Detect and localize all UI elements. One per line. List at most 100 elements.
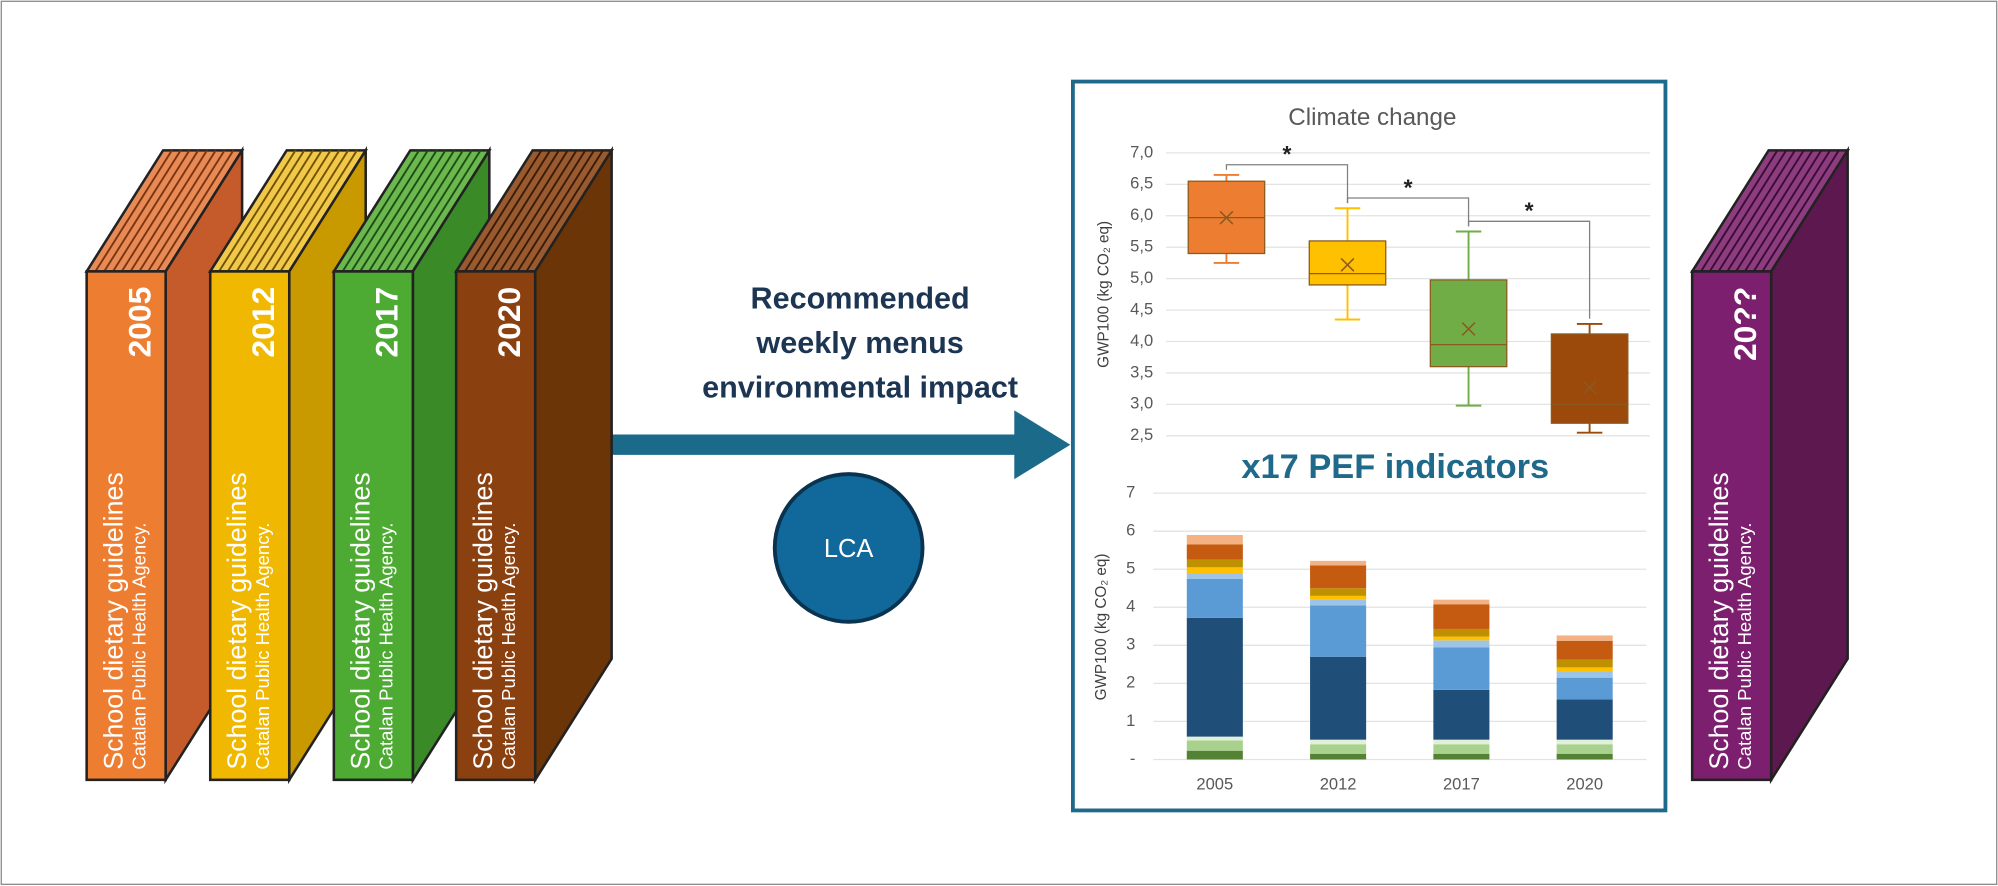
significance-label: * bbox=[1283, 141, 1292, 167]
book-page-line bbox=[472, 149, 551, 272]
book-year: 2017 bbox=[369, 287, 405, 358]
bar-segment bbox=[1433, 744, 1490, 754]
book-page-line bbox=[253, 149, 332, 272]
book-year: 2020 bbox=[491, 287, 527, 358]
x-tick-label: 2017 bbox=[1443, 774, 1480, 793]
book-page-line bbox=[1735, 149, 1814, 272]
book-title: School dietary guidelines bbox=[1704, 472, 1734, 769]
lca-label: LCA bbox=[824, 535, 874, 563]
book-page-line bbox=[1708, 149, 1788, 272]
book-page-line bbox=[481, 149, 560, 272]
y-tick-label: 3,5 bbox=[1130, 362, 1153, 381]
book-front bbox=[332, 270, 415, 782]
book-page-line bbox=[464, 149, 543, 272]
bar-segment bbox=[1186, 740, 1243, 751]
book-page-line bbox=[403, 149, 482, 272]
book-page-line bbox=[1761, 149, 1840, 272]
mean-marker bbox=[1582, 380, 1597, 395]
book-page-line bbox=[94, 149, 173, 272]
bar-segment bbox=[1556, 677, 1613, 700]
bar-segment bbox=[1556, 699, 1613, 740]
book-page-line bbox=[525, 149, 604, 272]
bar-segment bbox=[1310, 753, 1367, 760]
book-page-line bbox=[1752, 149, 1831, 272]
book-page-line bbox=[385, 149, 464, 272]
book-page-line bbox=[262, 149, 341, 272]
book-page-line bbox=[508, 149, 587, 272]
book-page-line bbox=[499, 149, 578, 272]
book-title: School dietary guidelines bbox=[98, 472, 128, 769]
bar-segment bbox=[1186, 534, 1243, 545]
y-tick-label: 3,0 bbox=[1130, 394, 1153, 413]
bar-segment bbox=[1310, 739, 1367, 745]
book-page-line bbox=[226, 149, 306, 272]
book-agency: Catalan Public Health Agency. bbox=[128, 523, 149, 770]
bar-segment bbox=[1310, 605, 1367, 657]
book-front bbox=[85, 270, 167, 782]
bar-segment bbox=[1556, 640, 1613, 660]
y-tick-label: - bbox=[1130, 749, 1136, 768]
arrow-head bbox=[1014, 410, 1071, 480]
book-page-line bbox=[376, 149, 456, 272]
y-tick-label: 5,0 bbox=[1130, 268, 1153, 287]
significance-label: * bbox=[1525, 198, 1534, 224]
book-page-line bbox=[156, 149, 235, 272]
bar-segment bbox=[1556, 667, 1613, 672]
bar-segment bbox=[1310, 744, 1367, 754]
book-page-line bbox=[244, 149, 323, 272]
book-page-line bbox=[112, 149, 191, 272]
indicators-note: x17 PEF indicators bbox=[1241, 448, 1549, 486]
book-page-line bbox=[490, 149, 569, 272]
y-tick-label: 7 bbox=[1126, 483, 1135, 502]
significance-bracket bbox=[1467, 220, 1591, 319]
x-tick-label: 2005 bbox=[1196, 774, 1233, 793]
book-title: School dietary guidelines bbox=[346, 472, 376, 769]
y-tick-label: 2,5 bbox=[1130, 425, 1153, 444]
bar-segment bbox=[1433, 739, 1490, 745]
bar-segment bbox=[1556, 659, 1613, 668]
bar-segment bbox=[1310, 560, 1367, 566]
x-tick-label: 2020 bbox=[1566, 774, 1603, 793]
book-page-line bbox=[218, 149, 297, 272]
bar-segment bbox=[1310, 595, 1367, 600]
bar-segment bbox=[1186, 567, 1243, 574]
arrow-label: Recommended weekly menus environmental i… bbox=[702, 281, 1018, 404]
bar-segment bbox=[1433, 636, 1490, 641]
book-title: School dietary guidelines bbox=[222, 472, 252, 769]
book-agency: Catalan Public Health Agency. bbox=[252, 523, 273, 770]
bar-segment bbox=[1310, 588, 1367, 596]
book-page-line bbox=[103, 149, 182, 272]
bar-segment bbox=[1186, 573, 1243, 579]
y-tick-label: 4,5 bbox=[1130, 299, 1153, 318]
bar-segment bbox=[1433, 628, 1490, 637]
bar-segment bbox=[1186, 544, 1243, 560]
bar-segment bbox=[1433, 647, 1490, 690]
book-page-line bbox=[516, 149, 595, 272]
bar-segment bbox=[1310, 599, 1367, 606]
y-tick-label: 5,5 bbox=[1130, 237, 1153, 256]
arrow-label-line: weekly menus bbox=[755, 326, 963, 360]
lca-circle bbox=[772, 472, 925, 624]
bar-segment bbox=[1556, 739, 1613, 745]
y-tick-label: 4,0 bbox=[1130, 331, 1153, 350]
y-tick-label: 3 bbox=[1126, 635, 1135, 654]
bar-segment bbox=[1433, 753, 1490, 760]
mean-marker bbox=[1461, 322, 1476, 336]
book-page-line bbox=[1744, 149, 1823, 272]
book: 20?? School dietary guidelines Catalan Pub… bbox=[1689, 145, 1850, 785]
book-year: 20?? bbox=[1727, 287, 1763, 361]
book-page-line bbox=[138, 149, 217, 272]
book-page-line bbox=[341, 149, 420, 272]
mean-marker bbox=[1219, 210, 1234, 225]
book-agency: Catalan Public Health Agency. bbox=[498, 523, 519, 770]
book-page-line bbox=[120, 149, 200, 272]
bar-segment bbox=[1433, 640, 1490, 648]
y-tick-label: 7,0 bbox=[1130, 142, 1153, 161]
chart-title: Climate change bbox=[1288, 104, 1456, 131]
y-axis-label: GWP100 (kg CO₂ eq) bbox=[1093, 553, 1110, 700]
bar-segment bbox=[1186, 750, 1243, 760]
box bbox=[1429, 279, 1508, 368]
